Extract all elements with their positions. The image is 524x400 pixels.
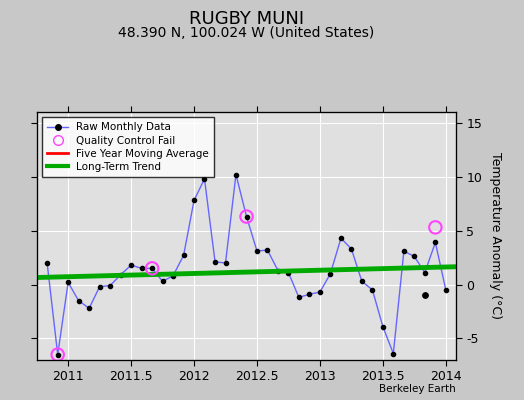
Text: RUGBY MUNI: RUGBY MUNI [189, 10, 304, 28]
Text: Berkeley Earth: Berkeley Earth [379, 384, 456, 394]
Point [431, 224, 440, 230]
Point [148, 265, 156, 272]
Point [421, 292, 429, 298]
Y-axis label: Temperature Anomaly (°C): Temperature Anomaly (°C) [488, 152, 501, 320]
Text: 48.390 N, 100.024 W (United States): 48.390 N, 100.024 W (United States) [118, 26, 375, 40]
Legend: Raw Monthly Data, Quality Control Fail, Five Year Moving Average, Long-Term Tren: Raw Monthly Data, Quality Control Fail, … [42, 117, 214, 177]
Point [53, 352, 62, 358]
Point [242, 213, 250, 220]
